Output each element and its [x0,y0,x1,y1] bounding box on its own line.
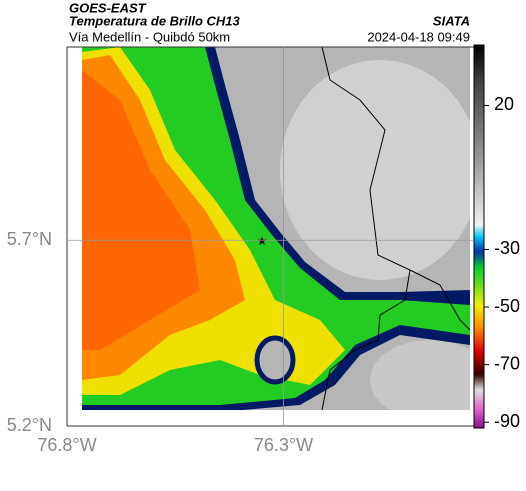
svg-text:★: ★ [257,234,268,248]
colorbar [473,44,485,429]
x-tick-label: 76.8°W [37,435,96,455]
colorbar-tick-label: -30 [494,238,520,258]
satellite-image: ★ [82,47,470,410]
colorbar-tick-label: -90 [494,411,520,431]
colorbar-tick-label: 20 [494,94,514,114]
title: GOES-EAST [69,0,147,15]
subtitle: Temperatura de Brillo CH13 [69,13,241,28]
x-tick-label: 76.3°W [254,435,313,455]
source: SIATA [433,13,470,28]
colorbar-tick-label: -50 [494,296,520,316]
y-tick-label: 5.7°N [7,229,52,249]
route: Vía Medellín - Quibdó 50km [69,29,230,44]
y-tick-label: 5.2°N [7,415,52,435]
timestamp: 2024-04-18 09:49 [367,29,470,44]
colorbar-tick-label: -70 [494,353,520,373]
